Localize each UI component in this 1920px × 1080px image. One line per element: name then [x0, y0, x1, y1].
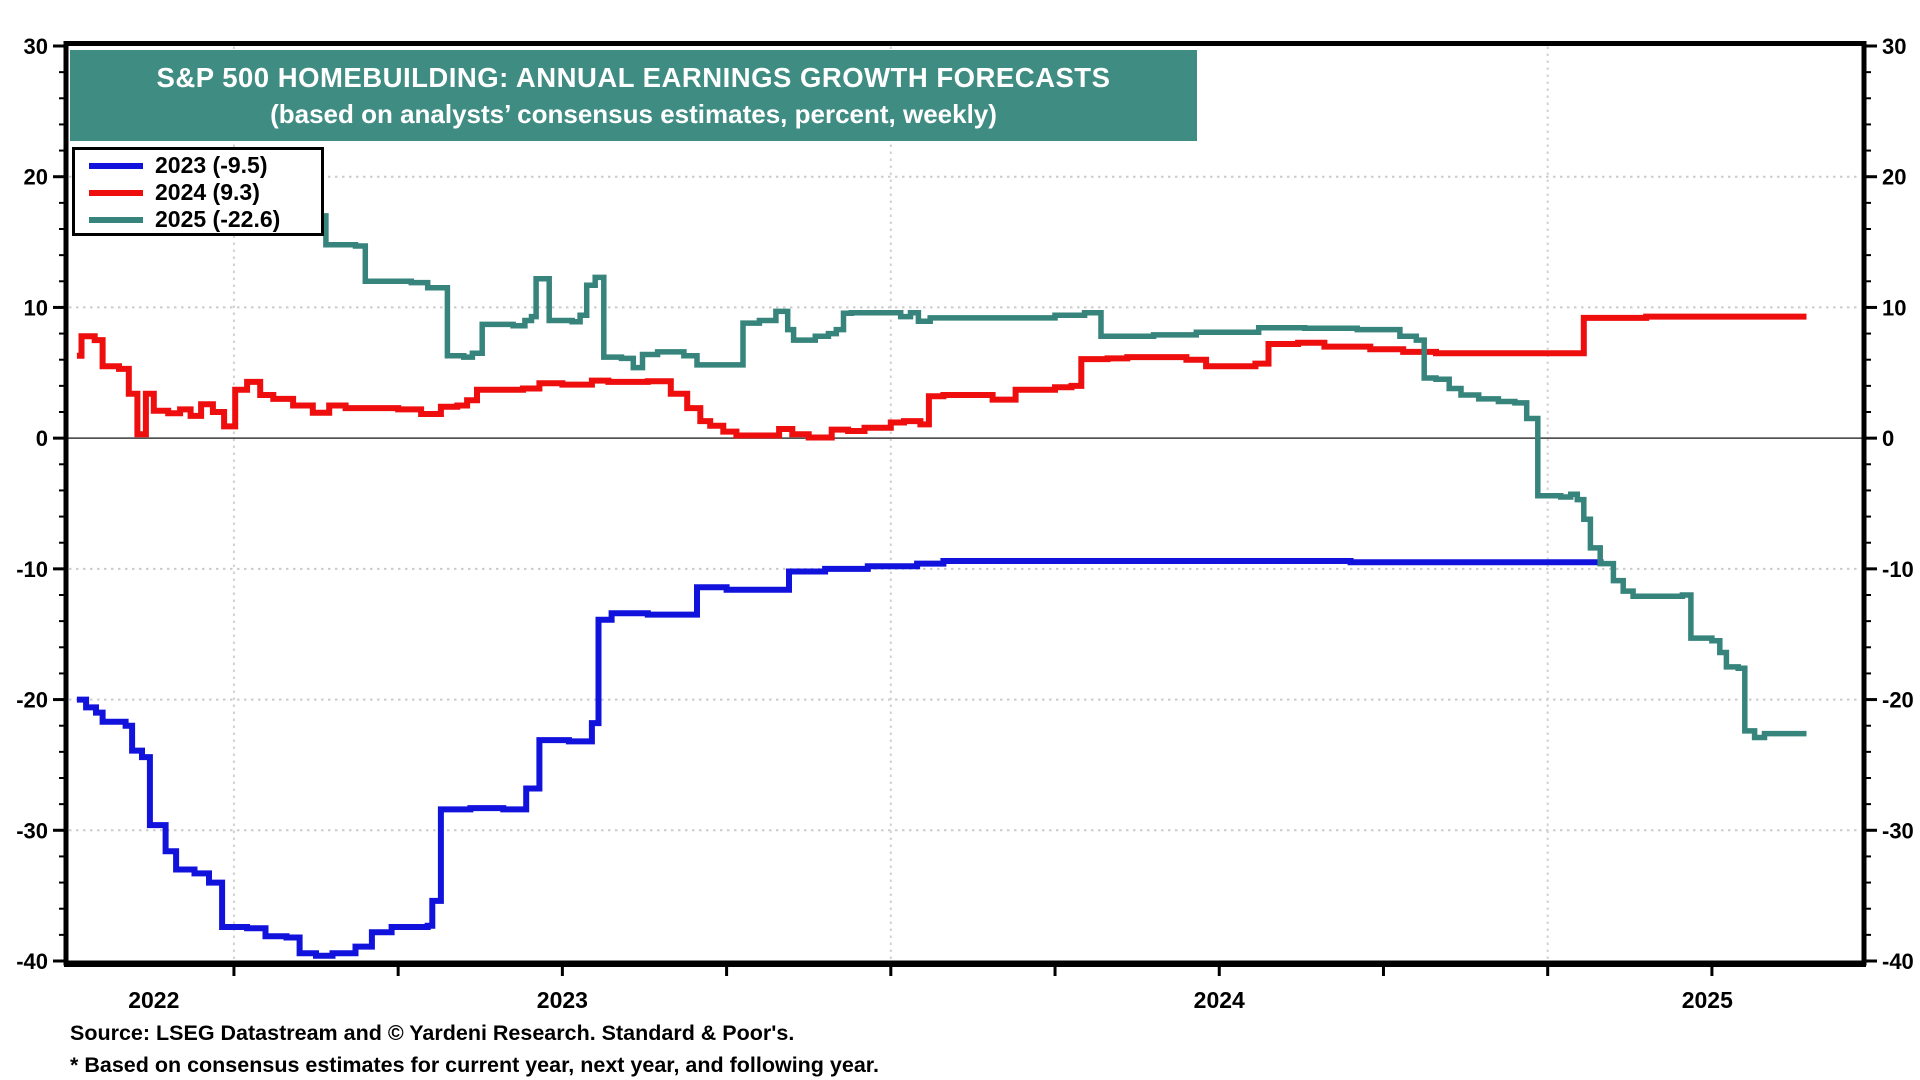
legend-item-2024: 2024 (9.3) [75, 179, 321, 206]
y-axis-label-left: -20 [16, 688, 48, 713]
source-line: Source: LSEG Datastream and © Yardeni Re… [70, 1021, 795, 1045]
y-axis-label-right: -10 [1882, 557, 1914, 582]
legend-label: 2023 (-9.5) [155, 152, 268, 178]
y-axis-label-left: -30 [16, 818, 48, 843]
legend-swatch-icon [89, 216, 143, 223]
chart-title-banner: S&P 500 HOMEBUILDING: ANNUAL EARNINGS GR… [70, 50, 1197, 141]
legend-swatch-icon [89, 189, 143, 196]
y-axis-label-left: -40 [16, 949, 48, 974]
y-axis-label-left: 20 [24, 165, 48, 190]
y-axis-label-right: 0 [1882, 426, 1894, 451]
legend-label: 2025 (-22.6) [155, 206, 281, 232]
chart-subtitle: (based on analysts’ consensus estimates,… [270, 98, 997, 129]
y-axis-label-left: -10 [16, 557, 48, 582]
series-2023-line [76, 558, 1604, 959]
x-axis-year-label-2024: 2024 [1194, 987, 1245, 1013]
legend-item-2023: 2023 (-9.5) [75, 152, 321, 179]
y-axis-label-right: -20 [1882, 688, 1914, 713]
legend-label: 2024 (9.3) [155, 179, 260, 205]
series-2025-line [233, 209, 1807, 741]
x-axis-year-label-2022: 2022 [128, 987, 179, 1013]
y-axis-label-right: 30 [1882, 34, 1906, 59]
legend: 2023 (-9.5) 2024 (9.3) 2025 (-22.6) [72, 147, 324, 236]
chart-title: S&P 500 HOMEBUILDING: ANNUAL EARNINGS GR… [156, 62, 1111, 94]
legend-item-2025: 2025 (-22.6) [75, 206, 321, 233]
y-axis-label-left: 30 [24, 34, 48, 59]
y-axis-label-right: -30 [1882, 818, 1914, 843]
plot-frame [63, 41, 1867, 966]
y-axis-label-left: 0 [36, 426, 48, 451]
y-axis-label-right: -40 [1882, 949, 1914, 974]
x-axis-year-label-2025: 2025 [1682, 987, 1733, 1013]
x-axis-year-label-2023: 2023 [537, 987, 588, 1013]
y-axis-label-right: 20 [1882, 165, 1906, 190]
y-axis-label-right: 10 [1882, 295, 1906, 320]
legend-swatch-icon [89, 162, 143, 169]
footnote-line: * Based on consensus estimates for curre… [70, 1053, 879, 1077]
y-axis-label-left: 10 [24, 295, 48, 320]
series-2024-line [76, 313, 1807, 441]
